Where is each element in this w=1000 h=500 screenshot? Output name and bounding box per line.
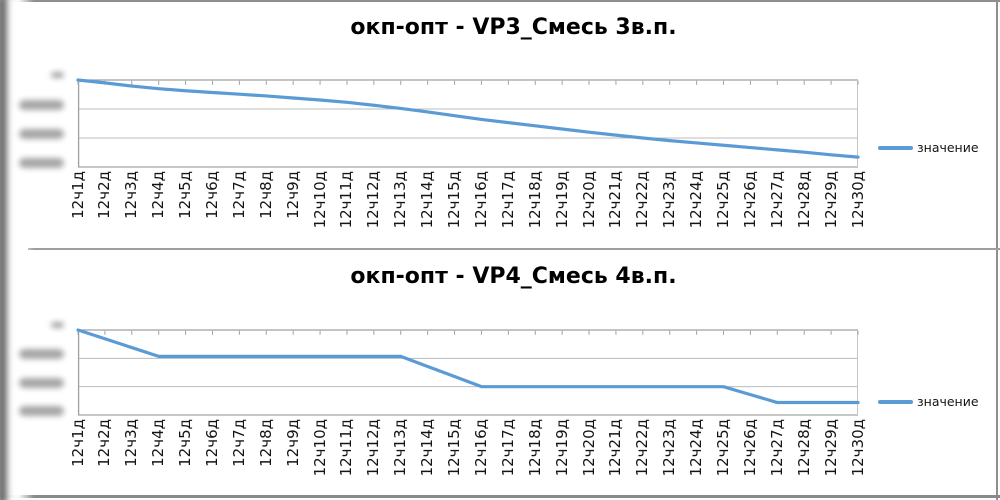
x-axis-label: 12ч14д bbox=[418, 171, 437, 229]
y-axis-label-blurred bbox=[19, 100, 64, 110]
x-axis-label: 12ч9д bbox=[283, 419, 302, 467]
frame-border-left-blurred bbox=[0, 0, 6, 500]
x-axis-label: 12ч13д bbox=[391, 419, 410, 477]
x-axis-label: 12ч22д bbox=[633, 171, 652, 229]
x-axis-label: 12ч27д bbox=[767, 171, 786, 229]
y-axis-label-blurred bbox=[19, 129, 64, 139]
x-axis-label: 12ч4д bbox=[149, 171, 168, 219]
x-axis-label: 12ч7д bbox=[229, 419, 248, 467]
legend-line-swatch bbox=[878, 399, 913, 404]
x-axis-label: 12ч23д bbox=[660, 419, 679, 477]
x-axis-label: 12ч20д bbox=[579, 171, 598, 229]
x-axis-label: 12ч8д bbox=[256, 419, 275, 467]
x-axis-label: 12ч30д bbox=[848, 171, 867, 229]
x-axis-label: 12ч10д bbox=[310, 419, 329, 477]
y-axis-label-blurred bbox=[19, 377, 64, 388]
x-axis-label: 12ч15д bbox=[445, 171, 464, 229]
x-axis-label: 12ч7д bbox=[229, 171, 248, 219]
chart-divider bbox=[28, 248, 1000, 250]
x-axis-label: 12ч6д bbox=[202, 419, 221, 467]
x-axis-label: 12ч12д bbox=[364, 171, 383, 229]
y-axis-label-blurred bbox=[51, 322, 64, 328]
x-axis-label: 12ч19д bbox=[552, 419, 571, 477]
x-axis-label: 12ч5д bbox=[176, 171, 195, 219]
frame-border-top bbox=[0, 0, 1000, 2]
x-axis-label: 12ч22д bbox=[633, 419, 652, 477]
x-axis-label: 12ч9д bbox=[283, 171, 302, 219]
x-axis-label: 12ч26д bbox=[740, 419, 759, 477]
x-axis-label: 12ч25д bbox=[714, 171, 733, 229]
data-series-line[interactable] bbox=[76, 328, 860, 405]
x-axis-label: 12ч8д bbox=[256, 171, 275, 219]
legend-vp4[interactable]: значение bbox=[878, 394, 979, 409]
x-axis-label: 12ч2д bbox=[95, 419, 114, 467]
y-axis-label-blurred bbox=[51, 72, 64, 78]
x-axis-label: 12ч5д bbox=[176, 419, 195, 467]
x-axis-label: 12ч18д bbox=[525, 419, 544, 477]
y-axis-label-blurred bbox=[19, 406, 64, 416]
legend-label: значение bbox=[917, 394, 979, 409]
x-axis-label: 12ч13д bbox=[391, 171, 410, 229]
x-axis-label: 12ч3д bbox=[122, 419, 141, 467]
x-axis-label: 12ч11д bbox=[337, 171, 356, 229]
x-axis-label: 12ч25д bbox=[714, 419, 733, 477]
legend-label: значение bbox=[917, 140, 979, 155]
x-axis-label: 12ч24д bbox=[687, 419, 706, 477]
frame-border-bottom bbox=[0, 495, 1000, 498]
x-axis-label: 12ч21д bbox=[606, 419, 625, 477]
x-axis-label: 12ч4д bbox=[149, 419, 168, 467]
data-series-line[interactable] bbox=[76, 78, 860, 159]
x-axis-label: 12ч18д bbox=[525, 171, 544, 229]
chart-title-vp3[interactable]: окп-опт - VP3_Смесь 3в.п. bbox=[350, 15, 677, 40]
x-axis-label: 12ч29д bbox=[821, 419, 840, 477]
chart-title-vp4[interactable]: окп-опт - VP4_Смесь 4в.п. bbox=[350, 264, 677, 289]
x-axis-label: 12ч30д bbox=[848, 419, 867, 477]
x-axis-label: 12ч17д bbox=[498, 171, 517, 229]
x-axis-label: 12ч14д bbox=[418, 419, 437, 477]
plot-area-vp4[interactable] bbox=[76, 328, 860, 417]
frame-border-right bbox=[996, 0, 998, 500]
y-axis-label-blurred bbox=[19, 158, 64, 168]
x-axis-label: 12ч6д bbox=[202, 171, 221, 219]
x-axis-label: 12ч28д bbox=[794, 419, 813, 477]
x-axis-label: 12ч19д bbox=[552, 171, 571, 229]
x-axis-label: 12ч11д bbox=[337, 419, 356, 477]
y-axis-label-blurred bbox=[19, 349, 64, 360]
x-axis-label: 12ч28д bbox=[794, 171, 813, 229]
x-axis-label: 12ч17д bbox=[498, 419, 517, 477]
x-axis-label: 12ч16д bbox=[471, 419, 490, 477]
x-axis-label: 12ч1д bbox=[68, 171, 87, 219]
x-axis-label: 12ч15д bbox=[445, 419, 464, 477]
x-axis-label: 12ч27д bbox=[767, 419, 786, 477]
x-axis-label: 12ч2д bbox=[95, 171, 114, 219]
x-axis-label: 12ч21д bbox=[606, 171, 625, 229]
x-axis-label: 12ч23д bbox=[660, 171, 679, 229]
x-axis-label: 12ч16д bbox=[471, 171, 490, 229]
x-axis-label: 12ч26д bbox=[740, 171, 759, 229]
x-axis-label: 12ч10д bbox=[310, 171, 329, 229]
legend-vp3[interactable]: значение bbox=[878, 140, 979, 155]
x-axis-label: 12ч20д bbox=[579, 419, 598, 477]
legend-line-swatch bbox=[878, 145, 913, 150]
x-axis-label: 12ч12д bbox=[364, 419, 383, 477]
x-axis-label: 12ч1д bbox=[68, 419, 87, 467]
x-axis-label: 12ч29д bbox=[821, 171, 840, 229]
x-axis-label: 12ч3д bbox=[122, 171, 141, 219]
x-axis-label: 12ч24д bbox=[687, 171, 706, 229]
plot-area-vp3[interactable] bbox=[76, 78, 860, 169]
